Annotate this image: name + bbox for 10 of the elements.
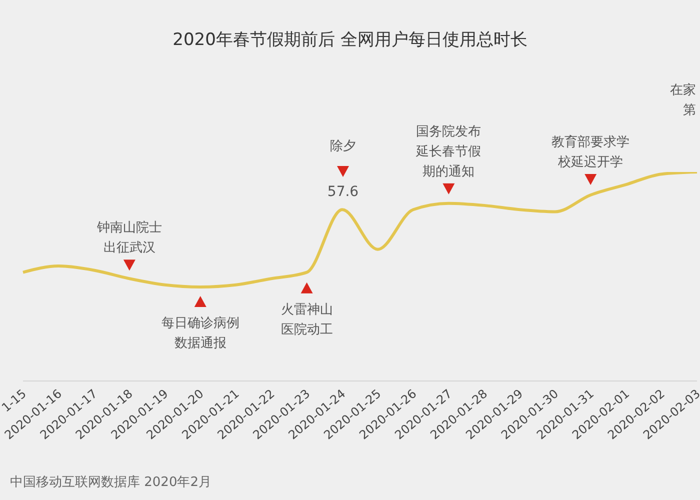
- text: 除夕: [330, 139, 356, 154]
- annotation: 国务院发布延长春节假期的通知: [415, 124, 482, 180]
- annotation: 每日确诊病例数据通报: [161, 316, 240, 351]
- annotation: 教育部要求学校延迟开学: [552, 134, 630, 170]
- text: 中国移动互联网数据库 2020年2月: [10, 475, 212, 490]
- annotation: 钟南山院士出征武汉: [96, 220, 162, 256]
- chart-title: 2020年春节假期前后 全网用户每日使用总时长: [172, 29, 528, 51]
- text: 在家第: [670, 82, 696, 118]
- annotation: 火雷神山医院动工: [280, 302, 333, 338]
- annotation: 57.6: [327, 184, 359, 200]
